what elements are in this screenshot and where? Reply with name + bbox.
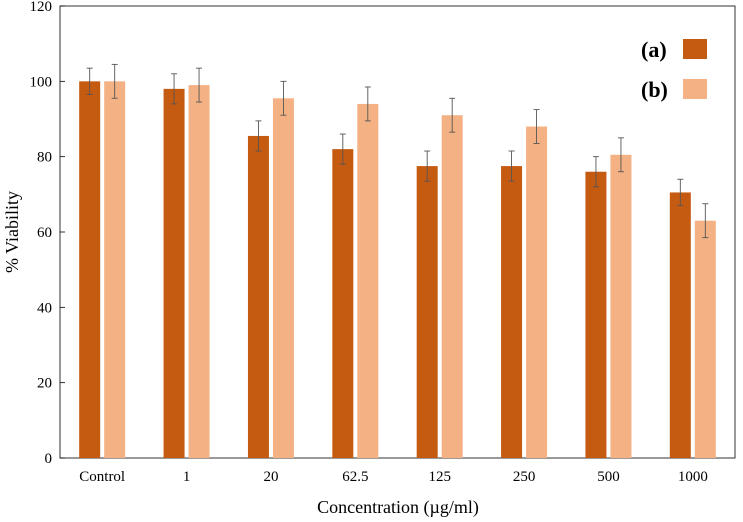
x-tick-label: 125 (428, 469, 451, 485)
x-tick-label: 1 (183, 469, 191, 485)
y-tick-label: 40 (37, 300, 52, 316)
y-axis-ticks: 0 20 40 60 80 100 120 (30, 0, 65, 467)
y-tick-label: 60 (37, 225, 52, 241)
y-tick-label: 120 (30, 0, 53, 15)
bar-b (104, 81, 126, 458)
legend-label-b: (b) (641, 77, 668, 102)
x-tick-label: 500 (597, 469, 620, 485)
bar-b (526, 126, 548, 459)
y-tick-label: 80 (37, 150, 52, 166)
x-axis-title: Concentration (µg/ml) (317, 497, 479, 518)
bar-a (585, 171, 607, 458)
bar-a (332, 149, 354, 458)
y-tick-label: 0 (45, 451, 53, 467)
bar-a (501, 166, 523, 459)
bar-a (79, 81, 101, 458)
x-tick-label: 62.5 (342, 469, 368, 485)
x-tick-label: 20 (263, 469, 278, 485)
legend: (a) (b) (641, 37, 707, 102)
x-tick-label: 250 (513, 469, 536, 485)
x-axis-ticks: Control 1 20 62.5 125 250 500 1000 (79, 469, 708, 485)
bar-b (188, 85, 210, 458)
plot-frame (59, 5, 736, 459)
bar-b (441, 115, 463, 458)
x-tick-label: 1000 (678, 469, 708, 485)
bar-a (247, 135, 269, 458)
y-tick-label: 20 (37, 376, 52, 392)
bar-a (416, 166, 438, 459)
x-tick-label: Control (79, 469, 125, 485)
legend-swatch-b (683, 79, 707, 99)
bars-layer (79, 81, 716, 459)
legend-swatch-a (683, 39, 707, 59)
bar-b (610, 154, 632, 459)
bar-a (669, 192, 691, 458)
bar-b (694, 220, 716, 458)
bar-a (163, 88, 185, 458)
y-tick-label: 100 (30, 74, 53, 90)
legend-label-a: (a) (641, 37, 667, 62)
error-bars-layer (86, 63, 709, 239)
bar-b (272, 98, 294, 459)
bar-b (357, 103, 379, 458)
y-axis-title: % Viability (2, 191, 22, 273)
